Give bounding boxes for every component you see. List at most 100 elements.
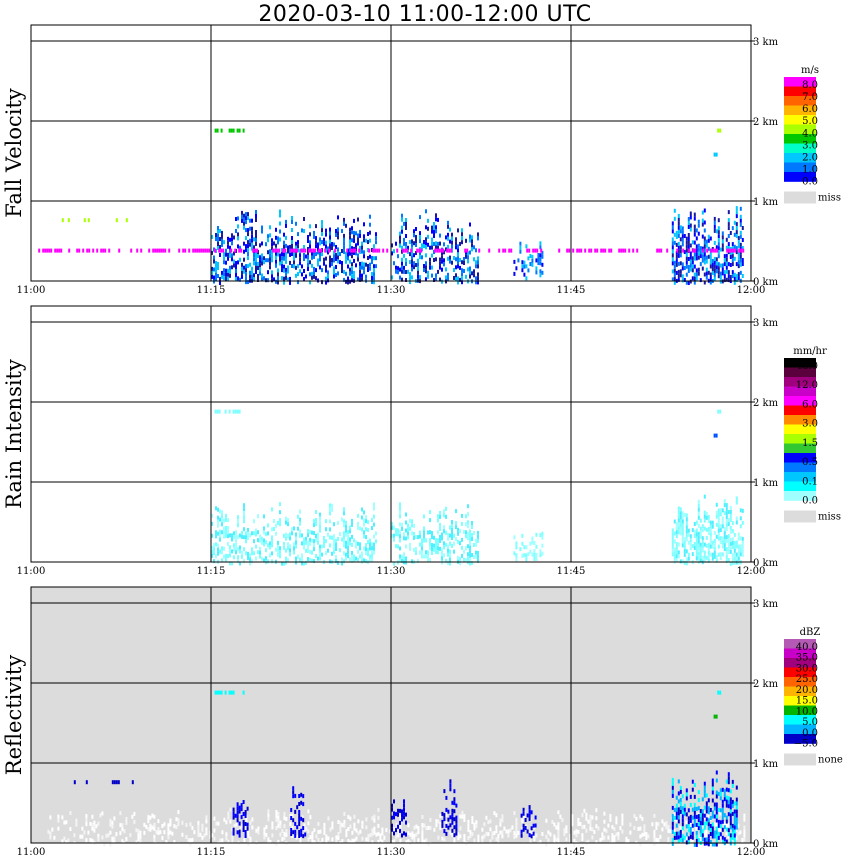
- colorbar-swatch: [784, 386, 816, 397]
- echo-cell: [291, 833, 294, 838]
- echo-cell: [373, 264, 375, 269]
- echo-cell: [715, 269, 718, 274]
- echo-cell: [735, 274, 738, 279]
- colorbar-label: 0.0: [802, 496, 818, 507]
- echo-cell: [152, 248, 155, 253]
- colorbar-label: 0.5: [802, 457, 818, 468]
- echo-cell: [469, 834, 472, 839]
- echo-cell: [469, 274, 471, 279]
- echo-cell: [577, 842, 580, 846]
- echo-cell: [675, 534, 678, 539]
- echo-cell: [425, 237, 427, 242]
- echo-cell: [451, 544, 453, 548]
- echo-cell: [703, 793, 706, 798]
- echo-cell: [215, 237, 217, 241]
- echo-cell: [677, 233, 680, 238]
- echo-cell: [153, 842, 156, 847]
- echo-cell: [707, 515, 710, 519]
- echo-cell: [673, 264, 676, 269]
- echo-cell: [277, 819, 280, 824]
- echo-cell: [715, 818, 718, 823]
- echo-cell: [315, 244, 317, 249]
- echo-cell: [685, 236, 688, 241]
- echo-cell: [351, 522, 353, 527]
- echo-cell: [717, 520, 720, 525]
- echo-cell: [697, 790, 700, 795]
- echo-cell: [349, 231, 351, 236]
- echo-cell: [461, 228, 463, 233]
- echo-cell: [421, 815, 424, 819]
- echo-cell: [691, 807, 694, 812]
- echo-cell: [269, 257, 271, 262]
- echo-cell: [325, 240, 327, 245]
- echo-cell: [661, 819, 664, 824]
- echo-cell: [242, 824, 245, 828]
- echo-cell: [711, 520, 714, 525]
- echo-cell: [721, 243, 724, 248]
- echo-cell: [353, 218, 355, 223]
- echo-cell: [371, 558, 373, 563]
- colorbar-label: 5.0: [802, 717, 818, 728]
- echo-cell: [721, 263, 724, 268]
- echo-cell: [679, 809, 682, 814]
- echo-cell: [742, 248, 745, 253]
- echo-cell: [357, 557, 359, 562]
- echo-cell: [319, 257, 321, 262]
- echo-cell: [671, 837, 674, 842]
- echo-cell: [299, 517, 301, 522]
- echo-cell: [539, 549, 542, 554]
- echo-cell: [685, 240, 688, 245]
- echo-cell: [671, 817, 674, 822]
- echo-cell: [209, 834, 212, 839]
- echo-cell: [721, 508, 724, 513]
- echo-cell: [725, 827, 728, 832]
- echo-cell: [405, 556, 407, 561]
- echo-cell: [341, 265, 343, 269]
- echo-cell: [313, 274, 315, 279]
- echo-cell: [83, 830, 86, 835]
- echo-cell: [739, 206, 742, 211]
- echo-cell: [46, 248, 49, 253]
- echo-cell: [242, 690, 245, 695]
- echo-cell: [341, 823, 344, 828]
- echo-cell: [202, 248, 205, 253]
- echo-cell: [455, 823, 458, 828]
- echo-cell: [305, 536, 307, 541]
- echo-cell: [729, 809, 732, 814]
- echo-cell: [245, 268, 247, 273]
- echo-cell: [439, 265, 441, 270]
- echo-cell: [221, 238, 223, 243]
- echo-cell: [725, 237, 728, 242]
- echo-cell: [447, 552, 449, 557]
- echo-cell: [709, 536, 712, 541]
- echo-cell: [239, 826, 242, 831]
- echo-cell: [241, 262, 243, 267]
- echo-cell: [249, 218, 251, 223]
- echo-cell: [343, 241, 345, 246]
- echo-cell: [354, 248, 357, 253]
- echo-cell: [355, 251, 357, 256]
- echo-cell: [241, 214, 243, 219]
- echo-cell: [713, 433, 716, 438]
- echo-cell: [323, 830, 326, 835]
- echo-cell: [739, 250, 742, 255]
- echo-cell: [685, 820, 688, 825]
- echo-cell: [449, 779, 452, 784]
- echo-cell: [309, 557, 311, 562]
- echo-cell: [115, 218, 118, 223]
- echo-cell: [285, 833, 288, 837]
- echo-cell: [325, 228, 327, 233]
- echo-cell: [313, 539, 315, 544]
- echo-cell: [723, 797, 726, 802]
- echo-cell: [221, 838, 224, 843]
- echo-cell: [507, 829, 510, 834]
- echo-cell: [693, 794, 696, 799]
- echo-cell: [215, 554, 217, 559]
- echo-cell: [687, 808, 690, 813]
- echo-cell: [607, 835, 610, 840]
- echo-cell: [247, 228, 249, 233]
- echo-cell: [309, 244, 311, 249]
- echo-cell: [240, 807, 243, 812]
- echo-cell: [115, 780, 118, 785]
